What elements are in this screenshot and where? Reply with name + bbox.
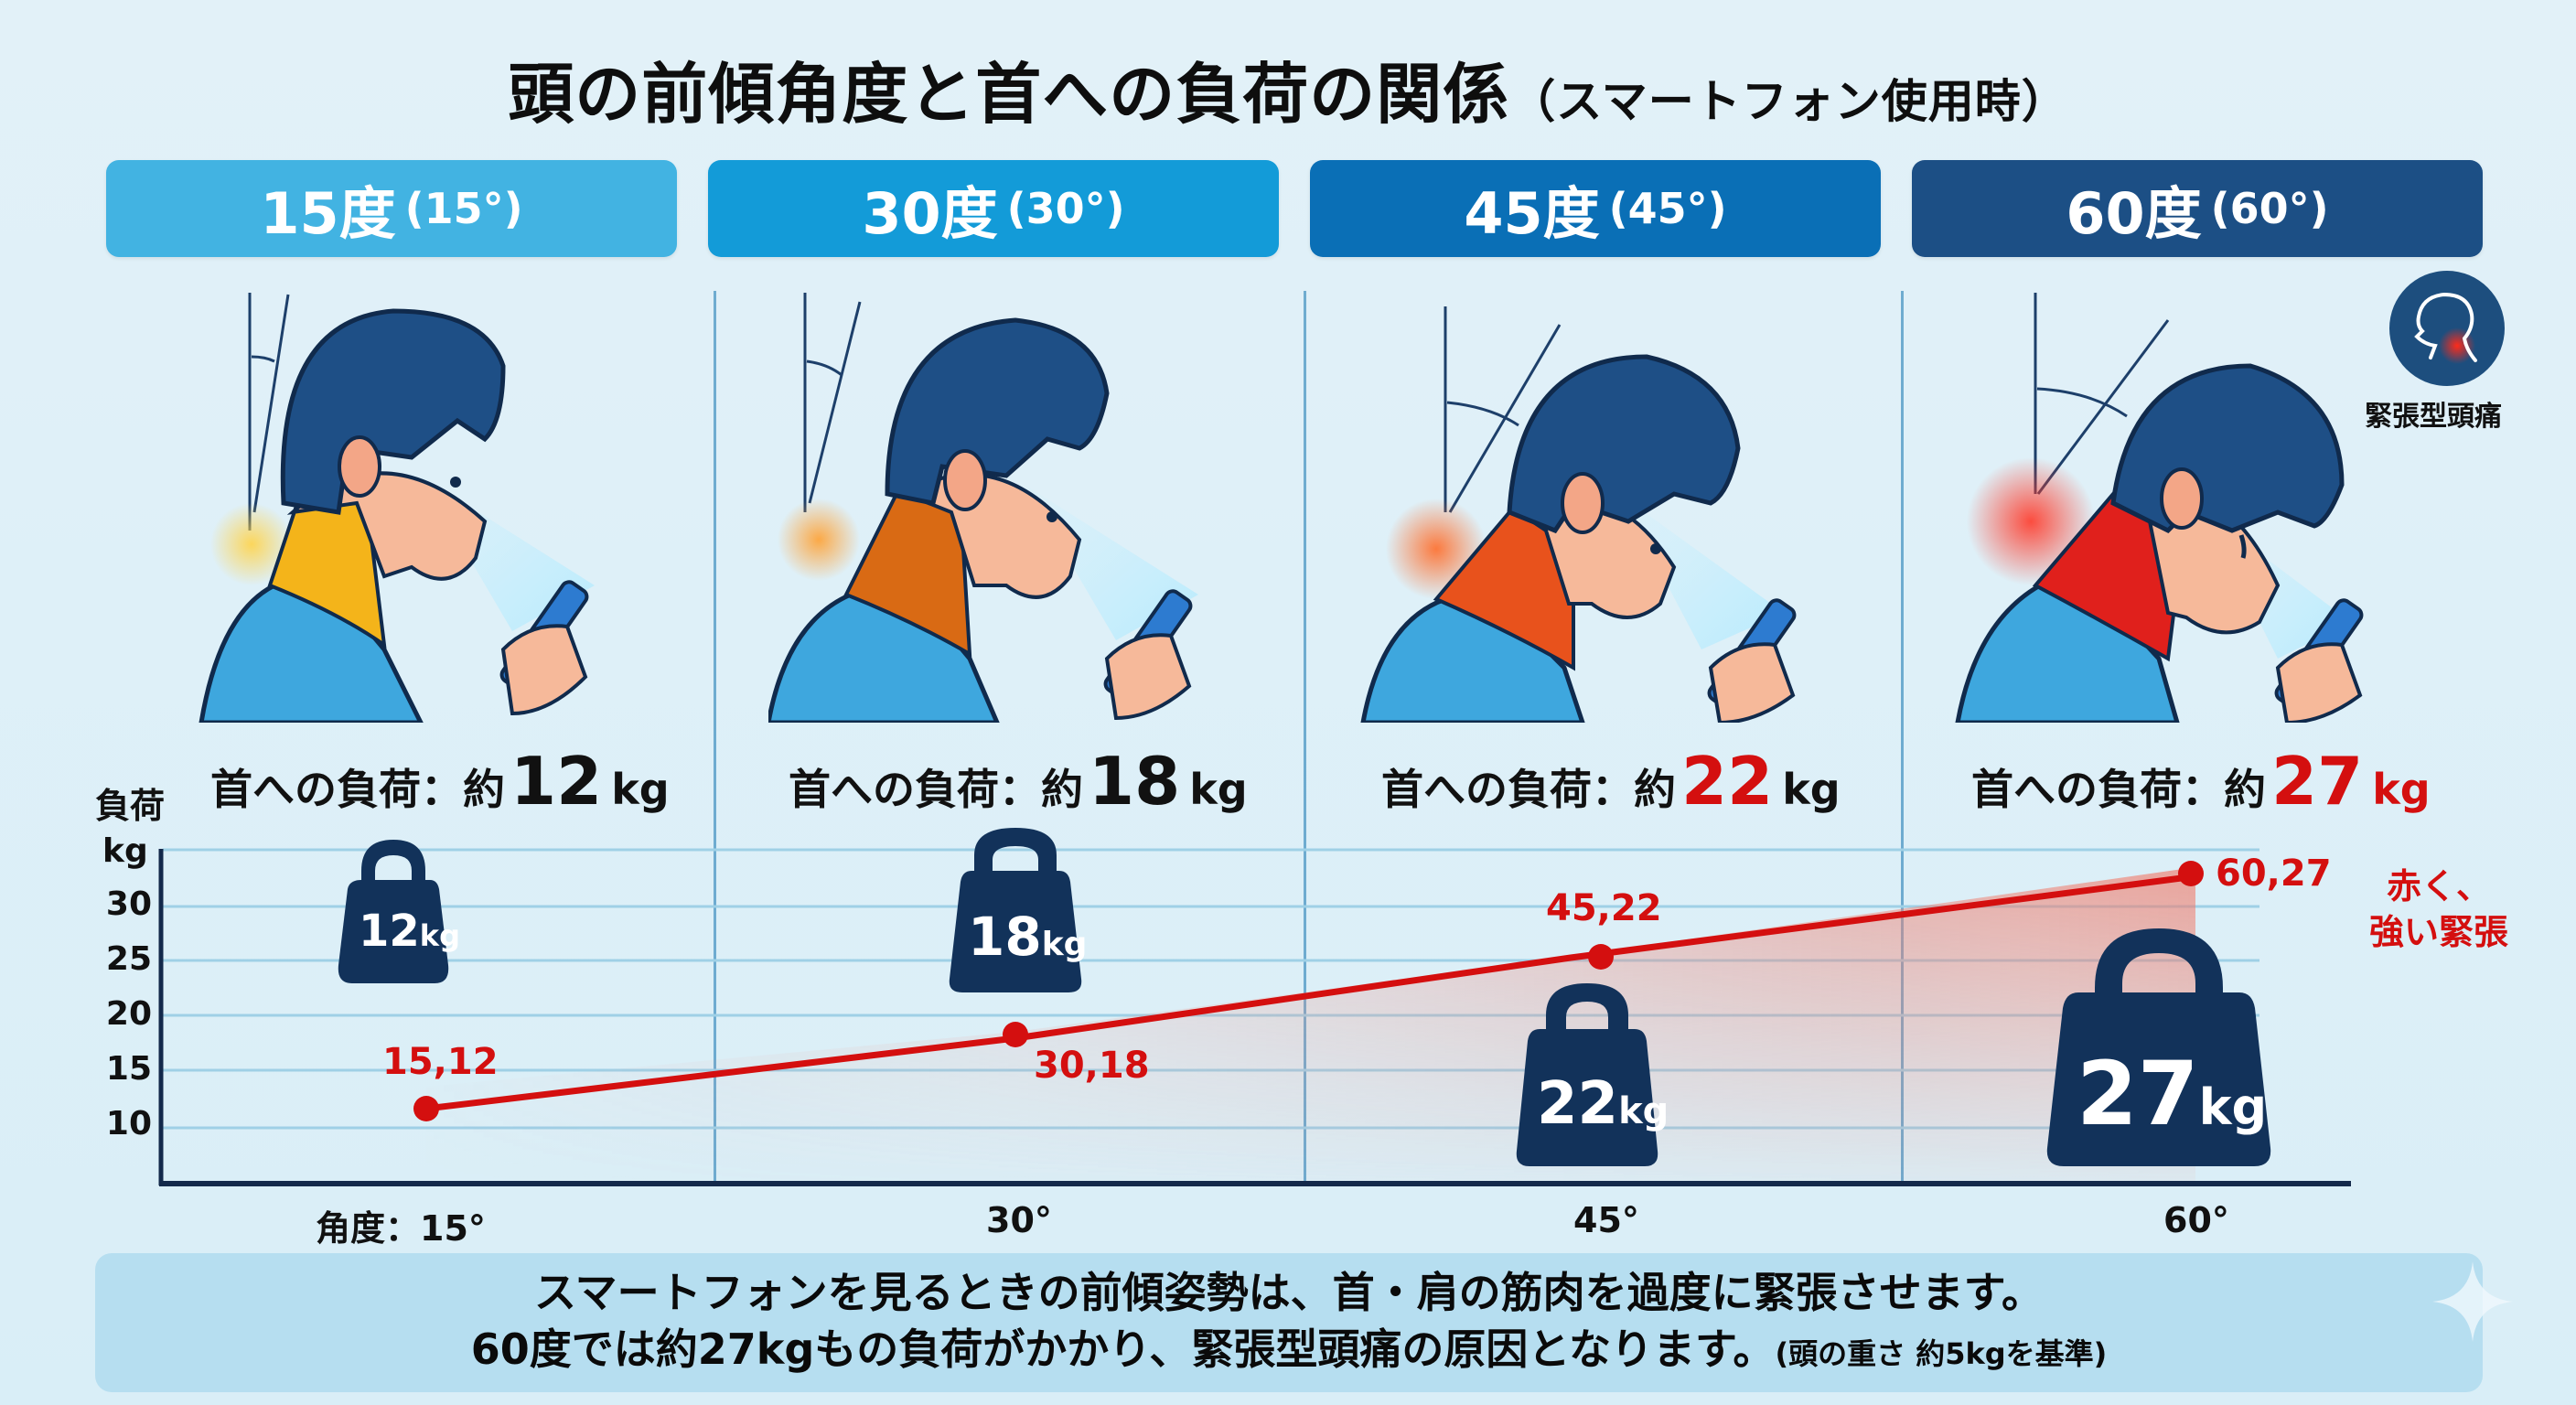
strong-tension-annotation: 赤く、 強い緊張: [2369, 863, 2508, 955]
weight-icon-18kg: [949, 828, 1082, 992]
summary-box: スマートフォンを見るときの前傾姿勢は、首・肩の筋肉を過度に緊張させます。 60度…: [95, 1253, 2483, 1392]
panel-divider: [1901, 291, 1904, 1184]
load-value: 18: [1089, 743, 1181, 820]
y-tick: 20: [105, 995, 152, 1033]
y-tick: 10: [105, 1105, 152, 1142]
panel-divider: [1304, 291, 1306, 1184]
point-label-15: 15,12: [382, 1041, 499, 1083]
summary-line-2: 60度では約27kgもの負荷がかかり、緊張型頭痛の原因となります。(頭の重さ 約…: [471, 1321, 2108, 1382]
point-label-30: 30,18: [1034, 1045, 1150, 1087]
angle-header-45: 45度 (45°): [1310, 160, 1881, 257]
weight-label-12: 12kg: [359, 906, 460, 957]
summary-note: (頭の重さ 約5kgを基準): [1775, 1335, 2108, 1371]
load-unit: kg: [1782, 765, 1841, 814]
angle-header-degrees: (30°): [1006, 184, 1125, 233]
page-title: 頭の前傾角度と首への負荷の関係（スマートフォン使用時）: [0, 40, 2576, 136]
load-label-15: 首への負荷：約 12 kg: [210, 743, 670, 820]
weight-label-27: 27kg: [2077, 1043, 2267, 1145]
load-series-line: [425, 873, 2196, 1112]
point-label-45: 45,22: [1546, 887, 1662, 929]
weight-label-22: 22kg: [1537, 1070, 1669, 1138]
annotation-line-1: 赤く、: [2387, 866, 2492, 906]
person-smartphone-15deg-illustration: [199, 293, 595, 723]
weight-unit: kg: [1041, 926, 1088, 963]
load-prefix: 首への負荷：約: [210, 765, 505, 814]
person-smartphone-45deg-illustration: [1360, 306, 1797, 723]
x-tick-15: 角度：15°: [316, 1208, 486, 1249]
weight-number: 22: [1537, 1070, 1619, 1138]
point-label-60: 60,27: [2216, 853, 2332, 895]
tension-headache-badge: [2389, 271, 2505, 386]
angle-header-60: 60度 (60°): [1912, 160, 2483, 257]
tension-headache-label: 緊張型頭痛: [2365, 401, 2502, 433]
angle-header-label: 30度: [862, 180, 998, 247]
load-value: 27: [2271, 743, 2364, 820]
weight-icon-12kg: [338, 840, 449, 983]
angle-header-label: 45度: [1464, 180, 1600, 247]
angle-header-degrees: (15°): [404, 184, 523, 233]
annotation-line-2: 強い緊張: [2369, 912, 2509, 952]
load-value: 12: [510, 743, 603, 820]
angle-header-degrees: (60°): [2210, 184, 2329, 233]
weight-number: 12: [359, 906, 420, 957]
y-tick: 30: [105, 885, 152, 923]
load-label-45: 首への負荷：約 22 kg: [1381, 743, 1841, 820]
head-profile-neck-pain-icon: [2414, 292, 2477, 364]
y-axis-title: 負荷: [95, 786, 166, 826]
x-tick-45: 45°: [1573, 1200, 1639, 1240]
y-tick: 15: [105, 1050, 152, 1088]
angle-header-degrees: (45°): [1608, 184, 1727, 233]
load-prefix: 首への負荷：約: [789, 765, 1083, 814]
load-label-60: 首への負荷：約 27 kg: [1971, 743, 2431, 820]
load-unit: kg: [611, 765, 670, 814]
weight-unit: kg: [1618, 1090, 1669, 1132]
angle-header-label: 60度: [2066, 180, 2202, 247]
angle-header-30: 30度 (30°): [708, 160, 1279, 257]
weight-number: 27: [2077, 1043, 2199, 1145]
weight-label-18: 18kg: [968, 906, 1087, 968]
x-tick-30: 30°: [986, 1200, 1052, 1240]
panel-divider: [714, 291, 716, 1184]
x-tick-60: 60°: [2163, 1200, 2229, 1240]
weight-unit: kg: [2198, 1078, 2268, 1136]
summary-line-1: スマートフォンを見るときの前傾姿勢は、首・肩の筋肉を過度に緊張させます。: [533, 1267, 2045, 1317]
weight-unit: kg: [419, 918, 460, 953]
weight-icon-22kg: [1516, 983, 1658, 1166]
title-sub: （スマートフォン使用時）: [1509, 75, 2068, 128]
angle-header-label: 15度: [260, 180, 396, 247]
data-points: [413, 861, 2204, 1121]
load-prefix: 首への負荷：約: [1381, 765, 1676, 814]
weight-icon-27kg: [2046, 928, 2271, 1166]
summary-line-2-text: 60度では約27kgもの負荷がかかり、緊張型頭痛の原因となります。: [470, 1324, 1776, 1374]
load-unit: kg: [2372, 765, 2431, 814]
angle-header-15: 15度 (15°): [106, 160, 677, 257]
load-line-chart: [158, 828, 2351, 1186]
y-tick: 25: [105, 940, 152, 978]
title-main: 頭の前傾角度と首への負荷の関係: [508, 56, 1510, 133]
person-smartphone-30deg-illustration: [768, 293, 1198, 723]
person-smartphone-60deg-illustration: [1955, 293, 2364, 723]
load-value: 22: [1681, 743, 1774, 820]
sparkle-icon: [2432, 1261, 2513, 1342]
weight-number: 18: [968, 906, 1042, 968]
y-axis-unit: kg: [102, 832, 148, 870]
load-label-30: 首への負荷：約 18 kg: [789, 743, 1248, 820]
load-unit: kg: [1189, 765, 1248, 814]
load-prefix: 首への負荷：約: [1971, 765, 2266, 814]
